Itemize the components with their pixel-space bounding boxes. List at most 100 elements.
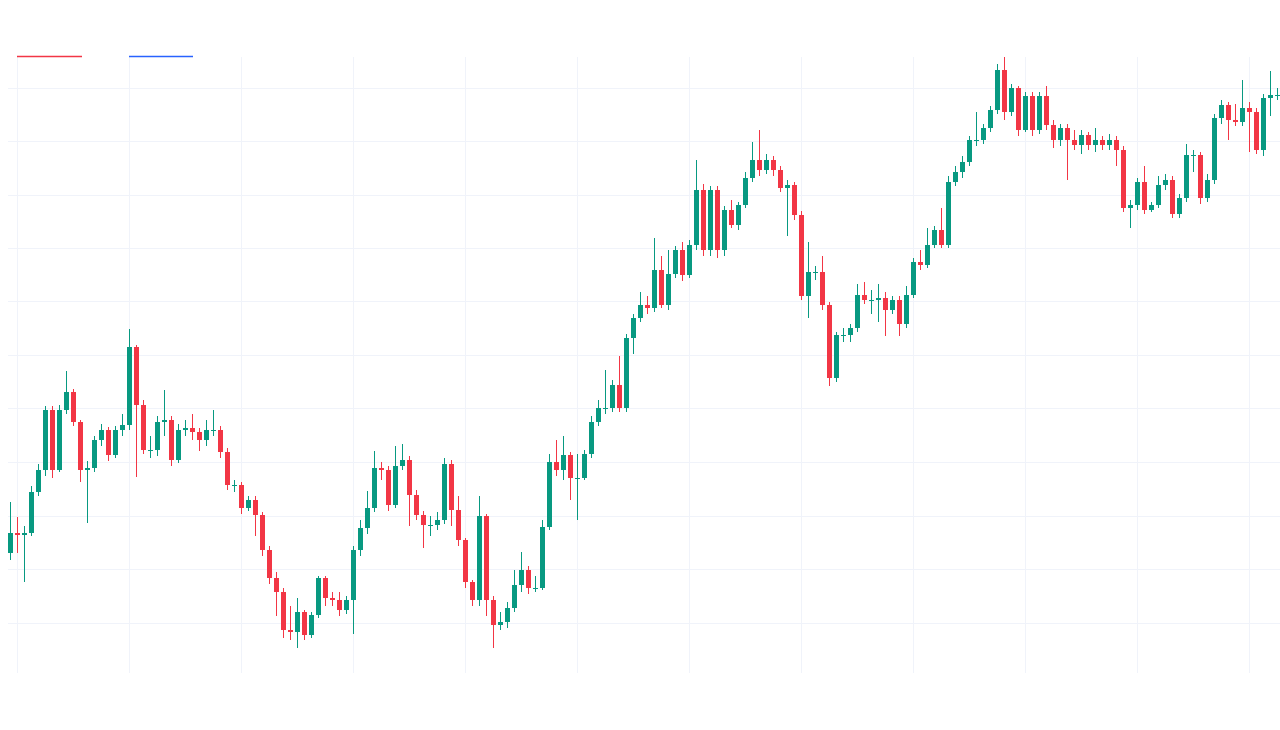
- candle-body: [890, 300, 895, 310]
- candle-body: [372, 468, 377, 508]
- candle-body: [967, 140, 972, 162]
- candle-body: [876, 298, 881, 300]
- candle-body: [547, 462, 552, 527]
- candle-body: [309, 615, 314, 635]
- candle-body: [771, 160, 776, 170]
- candle-body: [246, 500, 251, 508]
- candle-body: [232, 485, 237, 486]
- candle-body: [43, 410, 48, 470]
- candle-body: [575, 478, 580, 479]
- candle-body: [988, 110, 993, 128]
- candle-body: [750, 160, 755, 178]
- candle-body: [939, 230, 944, 245]
- candle-body: [435, 520, 440, 525]
- candle-body: [743, 178, 748, 205]
- candle-body: [239, 485, 244, 508]
- candle-body: [925, 245, 930, 265]
- candle-body: [827, 305, 832, 378]
- candle-body: [568, 455, 573, 478]
- candle-body: [22, 533, 27, 535]
- candle-body: [36, 470, 41, 492]
- candle-body: [820, 272, 825, 305]
- candle-body: [1142, 182, 1147, 210]
- candle-body: [554, 462, 559, 470]
- candle-body: [491, 600, 496, 625]
- candle-body: [1268, 95, 1273, 98]
- candle-body: [1072, 140, 1077, 145]
- candle-body: [533, 588, 538, 589]
- candle-body: [316, 578, 321, 615]
- candle-body: [911, 262, 916, 295]
- candle-body: [295, 612, 300, 632]
- candle-body: [715, 190, 720, 250]
- candle-body: [1107, 140, 1112, 145]
- candle-body: [778, 170, 783, 188]
- candle-body: [253, 500, 258, 515]
- candle-body: [1233, 120, 1238, 122]
- candle-body: [288, 630, 293, 632]
- candle-body: [953, 172, 958, 182]
- candle-body: [1226, 105, 1231, 120]
- candle-body: [1156, 185, 1161, 205]
- candle-body: [1163, 180, 1168, 185]
- candle-body: [897, 300, 902, 324]
- candle-body: [1079, 135, 1084, 145]
- candle-body: [498, 622, 503, 625]
- candle-body: [1275, 95, 1280, 96]
- candle-body: [99, 430, 104, 440]
- candle-body: [995, 70, 1000, 110]
- candle-body: [806, 272, 811, 296]
- candle-body: [960, 162, 965, 172]
- candle-body: [659, 270, 664, 305]
- candle-body: [225, 452, 230, 485]
- candle-body: [407, 460, 412, 495]
- candle-body: [1254, 112, 1259, 150]
- candle-body: [932, 230, 937, 245]
- candle-body: [1009, 88, 1014, 112]
- candle-body: [981, 128, 986, 140]
- candle-body: [190, 428, 195, 432]
- candle-body: [785, 185, 790, 188]
- candle-body: [1100, 140, 1105, 145]
- candle-body: [400, 460, 405, 466]
- candle-body: [1058, 128, 1063, 140]
- candle-body: [330, 598, 335, 600]
- candle-body: [799, 215, 804, 296]
- candle-body: [323, 578, 328, 598]
- candle-body: [596, 408, 601, 422]
- candle-body: [869, 300, 874, 301]
- candle-body: [694, 190, 699, 245]
- candle-body: [78, 422, 83, 470]
- candle-body: [834, 335, 839, 378]
- candle-body: [470, 582, 475, 600]
- candle-body: [204, 430, 209, 440]
- candle-body: [85, 468, 90, 470]
- candle-body: [589, 422, 594, 454]
- candle-body: [904, 295, 909, 324]
- candle-body: [113, 430, 118, 455]
- candle-body: [386, 470, 391, 505]
- candle-body: [71, 392, 76, 422]
- candle-body: [456, 510, 461, 540]
- candle-body: [1044, 96, 1049, 125]
- candle-body: [169, 420, 174, 460]
- candle-body: [631, 318, 636, 338]
- candle-body: [1135, 182, 1140, 205]
- candle-body: [1037, 96, 1042, 130]
- candle-body: [1261, 98, 1266, 150]
- candle-body: [421, 515, 426, 525]
- candle-body: [1114, 140, 1119, 150]
- candle-body: [841, 335, 846, 336]
- candle-body: [617, 385, 622, 408]
- candles: [8, 57, 1280, 648]
- candle-body: [1240, 108, 1245, 122]
- candle-body: [29, 492, 34, 533]
- candle-body: [57, 410, 62, 470]
- candle-body: [687, 245, 692, 275]
- candle-body: [1247, 108, 1252, 112]
- candle-body: [708, 190, 713, 250]
- candle-body: [918, 262, 923, 265]
- candle-body: [722, 210, 727, 250]
- candle-body: [603, 408, 608, 409]
